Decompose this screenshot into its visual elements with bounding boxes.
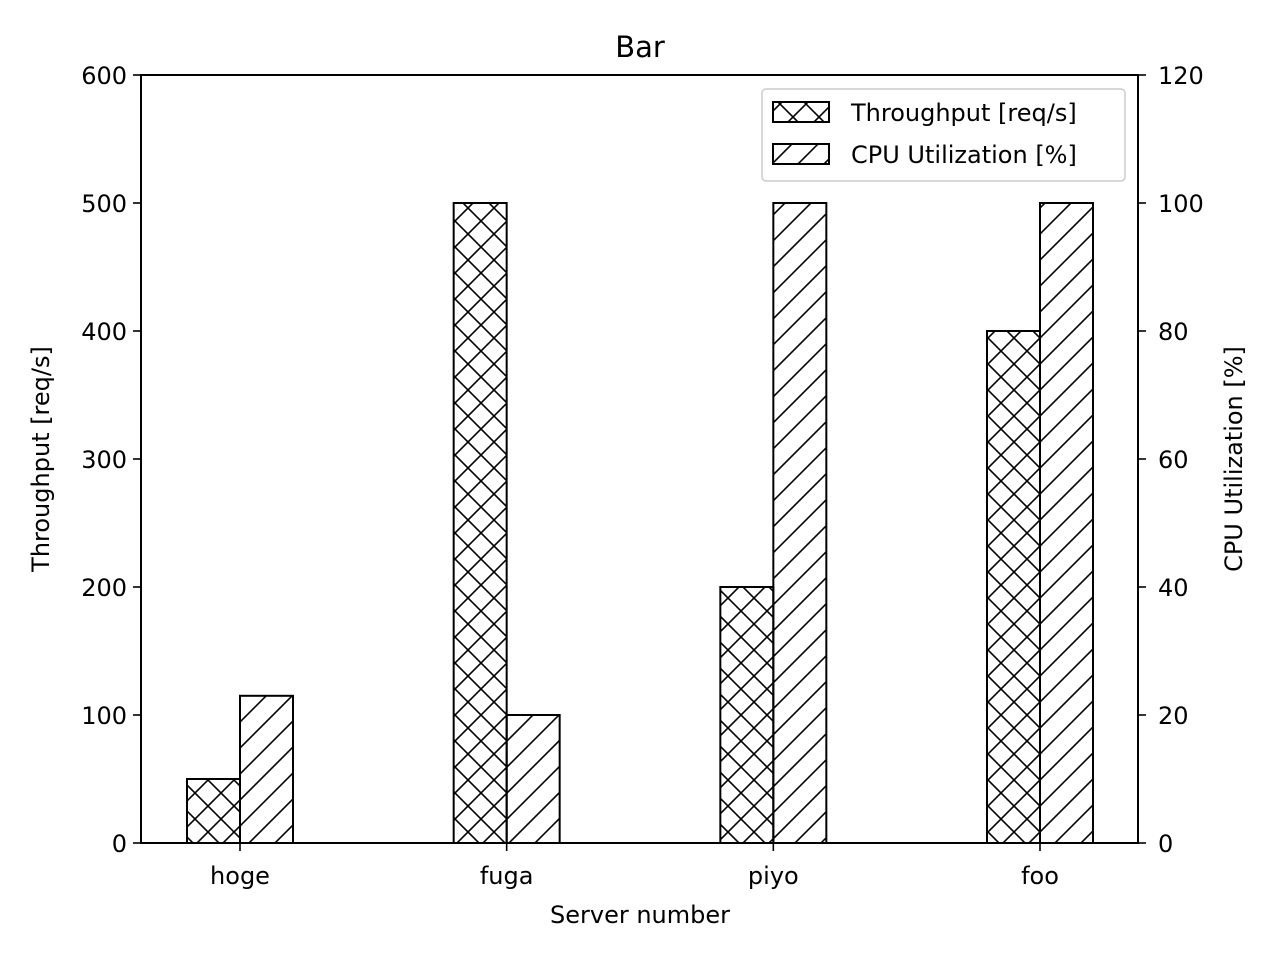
bar-cpu-hoge [239, 694, 294, 844]
y2-tick-label: 60 [1158, 446, 1189, 474]
y-tick-label: 200 [81, 574, 127, 602]
x-tick-label-piyo: piyo [748, 862, 799, 890]
bar-throughput-piyo [719, 586, 775, 844]
left-y-axis: 0 100 200 300 400 500 600 [81, 62, 141, 858]
y2-tick-label: 80 [1158, 318, 1189, 346]
y-tick-label: 400 [81, 318, 127, 346]
bar-throughput-hoge [186, 778, 241, 844]
x-axis-label: Server number [550, 901, 730, 929]
bar-cpu-piyo [772, 202, 828, 844]
y-tick-label: 0 [112, 830, 127, 858]
legend-swatch-cpu [772, 143, 830, 165]
x-axis: hoge fuga piyo foo [210, 843, 1059, 890]
legend-box [761, 88, 1126, 182]
y-tick-label: 600 [81, 62, 127, 90]
y-tick-label: 300 [81, 446, 127, 474]
bar-throughput-foo [986, 330, 1041, 844]
chart-title: Bar [615, 30, 665, 64]
legend: Throughput [req/s] CPU Utilization [%] [761, 88, 1126, 182]
legend-label-cpu: CPU Utilization [%] [851, 141, 1077, 169]
bar-cpu-foo [1039, 202, 1094, 844]
y2-tick-label: 100 [1158, 190, 1204, 218]
y-axis-label: Throughput [req/s] [27, 346, 55, 573]
legend-swatch-throughput [772, 101, 830, 123]
bar-cpu-fuga [505, 714, 561, 844]
y2-axis-label: CPU Utilization [%] [1220, 346, 1248, 572]
y2-tick-label: 120 [1158, 62, 1204, 90]
y2-tick-label: 0 [1158, 830, 1173, 858]
x-tick-label-foo: foo [1021, 862, 1059, 890]
x-tick-label-fuga: fuga [480, 862, 534, 890]
bar-throughput-fuga [452, 202, 508, 844]
right-y-axis: 0 20 40 60 80 100 120 [1138, 62, 1204, 858]
y2-tick-label: 40 [1158, 574, 1189, 602]
y-tick-label: 500 [81, 190, 127, 218]
x-tick-label-hoge: hoge [210, 862, 270, 890]
y-tick-label: 100 [81, 702, 127, 730]
legend-label-throughput: Throughput [req/s] [850, 99, 1077, 127]
y2-tick-label: 20 [1158, 702, 1189, 730]
bars-layer [186, 202, 1094, 844]
